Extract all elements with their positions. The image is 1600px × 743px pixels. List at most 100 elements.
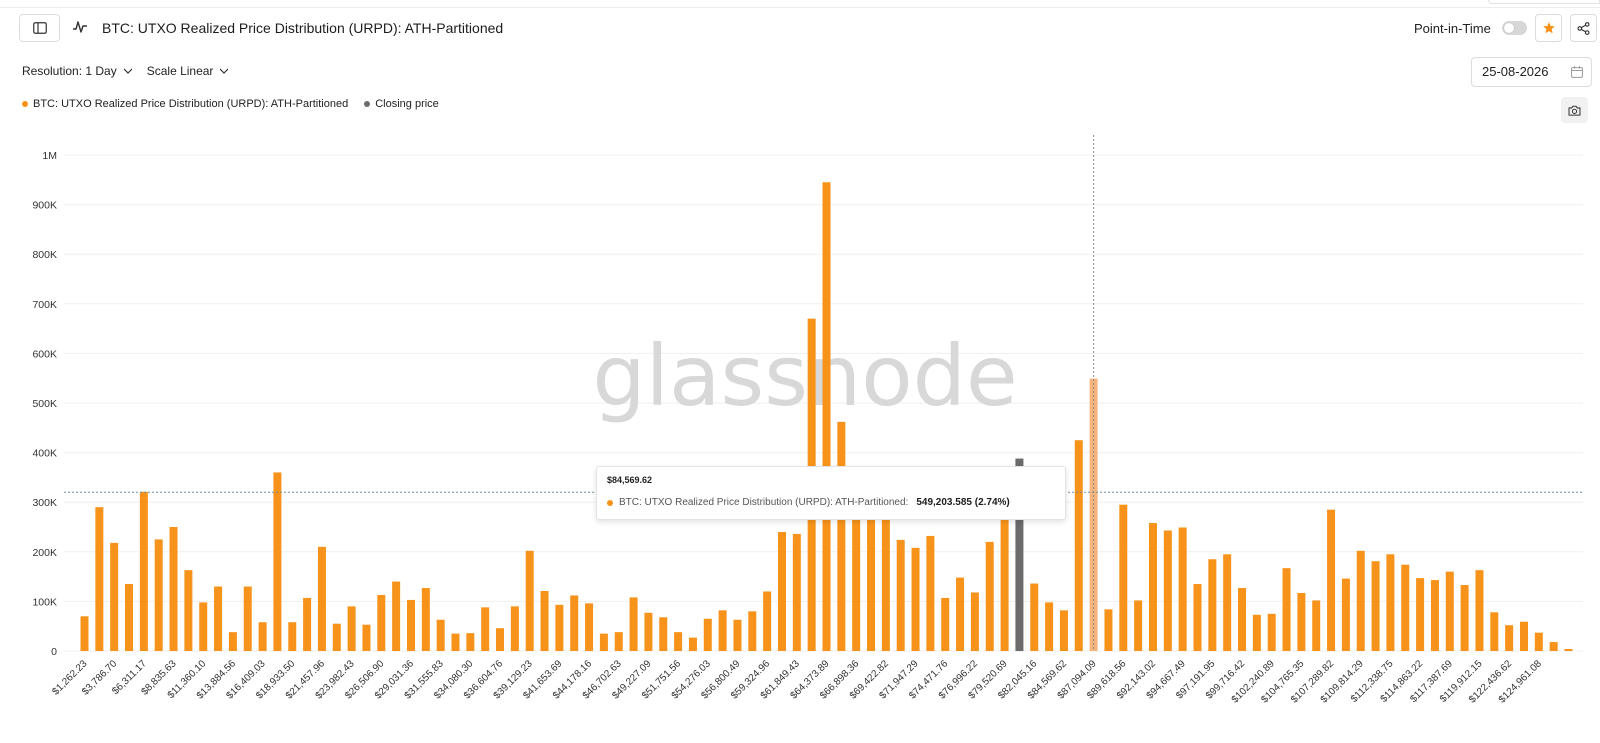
chart-header: BTC: UTXO Realized Price Distribution (U… — [19, 13, 1597, 43]
bar — [703, 618, 712, 651]
bar — [392, 581, 401, 651]
bar — [169, 527, 178, 651]
y-tick-label: 0 — [51, 646, 57, 658]
bar — [95, 507, 104, 651]
bar — [926, 535, 935, 651]
bar — [1223, 554, 1232, 651]
bar — [1519, 621, 1528, 651]
share-icon — [1577, 21, 1590, 35]
bar — [243, 586, 252, 651]
tooltip-price: $84,569.62 — [607, 475, 653, 485]
y-tick-label: 900K — [32, 200, 57, 212]
bar — [1238, 588, 1247, 651]
bar — [1104, 609, 1113, 651]
bar — [451, 633, 460, 651]
share-button[interactable] — [1570, 14, 1597, 42]
bar — [199, 602, 208, 651]
bar — [288, 622, 297, 651]
bar — [496, 628, 505, 651]
bar — [748, 611, 757, 651]
bar — [1148, 523, 1157, 651]
tooltip-series-dot — [607, 499, 613, 506]
y-tick-label: 300K — [32, 497, 57, 509]
camera-icon — [1568, 105, 1581, 116]
bar — [1252, 614, 1261, 651]
resolution-label: Resolution: 1 Day — [22, 64, 117, 78]
y-tick-label: 1M — [42, 150, 57, 162]
sidebar-toggle-icon — [32, 22, 47, 34]
bar — [614, 632, 623, 651]
bar — [1490, 612, 1499, 651]
bar — [970, 592, 979, 651]
bar — [837, 421, 846, 651]
scale-dropdown[interactable]: Scale Linear — [147, 62, 230, 80]
bar — [852, 487, 861, 651]
bar — [599, 633, 608, 651]
bar — [347, 606, 356, 651]
top-divider — [0, 7, 1600, 8]
bar — [1430, 580, 1439, 651]
bar — [184, 570, 193, 651]
bar — [763, 591, 772, 651]
point-in-time-toggle[interactable] — [1502, 21, 1527, 35]
closing-price-bar — [1015, 458, 1024, 651]
bar — [317, 546, 326, 651]
x-axis-labels: $1,262.23$3,786.70$6,311.17$8,835.63$11,… — [50, 658, 1544, 705]
line-chart-icon — [73, 21, 87, 33]
bar — [1505, 625, 1514, 651]
bar — [214, 586, 223, 651]
bar — [1371, 561, 1380, 651]
legend-dot-urpd — [22, 101, 28, 107]
bar — [436, 619, 445, 651]
tooltip-series-name: BTC: UTXO Realized Price Distribution (U… — [619, 497, 909, 508]
legend-item-urpd[interactable]: BTC: UTXO Realized Price Distribution (U… — [22, 98, 348, 110]
bar — [332, 623, 341, 651]
y-tick-label: 500K — [32, 398, 57, 410]
bar — [1267, 613, 1276, 651]
legend-item-closing-price[interactable]: Closing price — [364, 98, 439, 110]
date-picker[interactable] — [1471, 57, 1592, 87]
bar — [1475, 570, 1484, 651]
bar — [1282, 568, 1291, 651]
resolution-dropdown[interactable]: Resolution: 1 Day — [22, 62, 133, 80]
y-tick-label: 800K — [32, 249, 57, 261]
bar — [659, 617, 668, 651]
sidebar-toggle-button[interactable] — [19, 14, 60, 42]
bar — [228, 632, 237, 651]
hovered-bar — [1089, 378, 1098, 651]
bar — [1445, 571, 1454, 651]
bar — [674, 632, 683, 651]
legend-dot-closing-price — [364, 101, 371, 107]
bar — [1059, 610, 1068, 651]
bar — [303, 597, 312, 651]
y-tick-label: 100K — [32, 596, 57, 608]
bar — [896, 539, 905, 651]
bar — [1460, 585, 1469, 651]
bar — [1386, 554, 1395, 651]
bar — [1030, 583, 1039, 651]
date-input[interactable] — [1482, 64, 1560, 79]
screenshot-button[interactable] — [1561, 97, 1588, 123]
chart-tooltip: $84,569.62 BTC: UTXO Realized Price Dist… — [596, 466, 1066, 520]
favorite-button[interactable] — [1535, 14, 1562, 42]
bar — [540, 590, 549, 651]
bar — [80, 616, 89, 651]
bar — [1416, 578, 1425, 651]
bar — [822, 182, 831, 651]
bar — [1401, 564, 1410, 651]
bar — [1327, 509, 1336, 651]
y-tick-label: 400K — [32, 448, 57, 460]
legend-label-urpd: BTC: UTXO Realized Price Distribution (U… — [33, 98, 349, 110]
bar — [629, 597, 638, 651]
bar — [258, 622, 267, 651]
bar — [510, 606, 519, 651]
bar — [1312, 600, 1321, 651]
toggle-knob — [1504, 23, 1514, 33]
bar — [688, 637, 697, 651]
bar — [1178, 527, 1187, 651]
chevron-down-icon — [123, 68, 133, 74]
bar — [733, 619, 742, 651]
bar — [985, 541, 994, 651]
bar — [1208, 559, 1217, 651]
tooltip-row: BTC: UTXO Realized Price Distribution (U… — [607, 497, 1010, 508]
